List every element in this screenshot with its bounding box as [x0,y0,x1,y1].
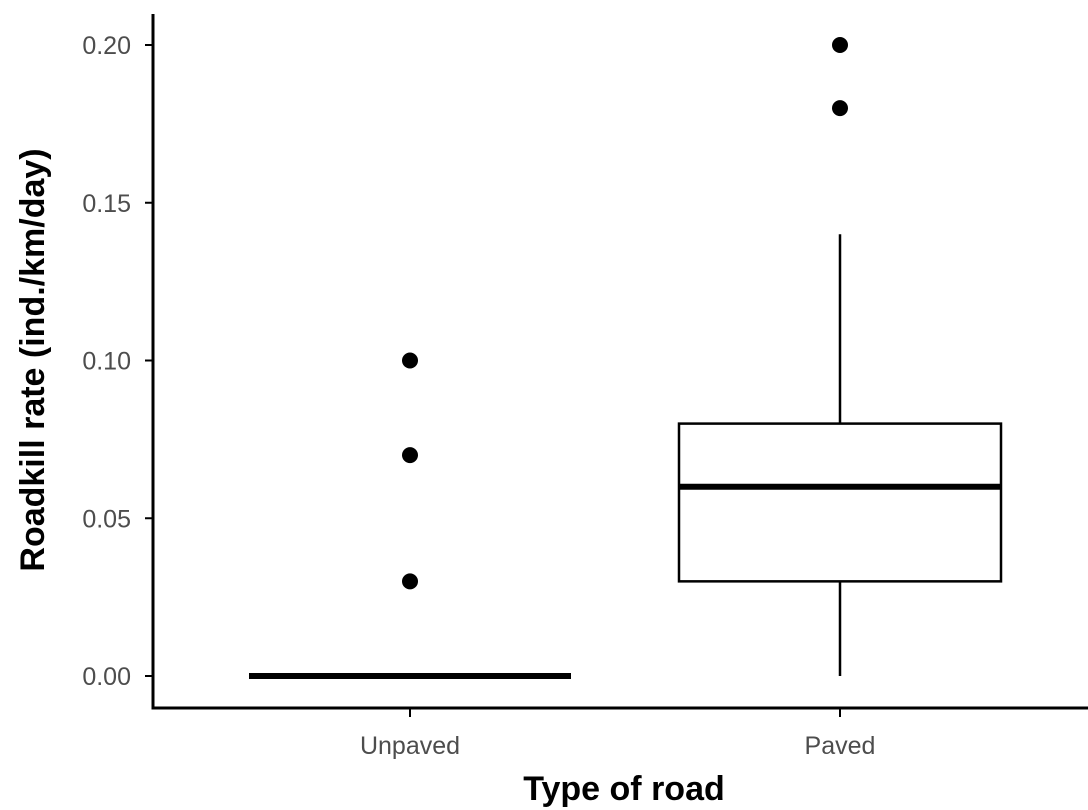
outlier-point [402,352,418,369]
outlier-point [832,37,848,53]
y-axis-title: Roadkill rate (ind./km/day) [14,148,52,571]
y-tick-label: 0.05 [82,505,131,533]
outlier-point [832,100,848,117]
box-iqr [677,422,1003,583]
y-tick-label: 0.10 [82,348,131,376]
x-tick-label: Paved [805,732,876,760]
x-axis-title: Type of road [523,770,725,808]
y-tick-label: 0.20 [82,32,131,60]
y-tick-label: 0.15 [82,190,131,218]
x-axis-ticks: Unpaved Paved [360,708,875,760]
x-tick-label: Unpaved [360,732,460,760]
y-tick-label: 0.00 [82,663,131,691]
outlier-point [402,447,418,464]
outlier-point [402,573,418,590]
box-group-unpaved [249,352,571,679]
y-axis-ticks: 0.00 0.05 0.10 0.15 0.20 [82,32,153,691]
box-group-paved [677,37,1003,676]
box-layer [249,37,1003,679]
axes [151,14,1088,710]
